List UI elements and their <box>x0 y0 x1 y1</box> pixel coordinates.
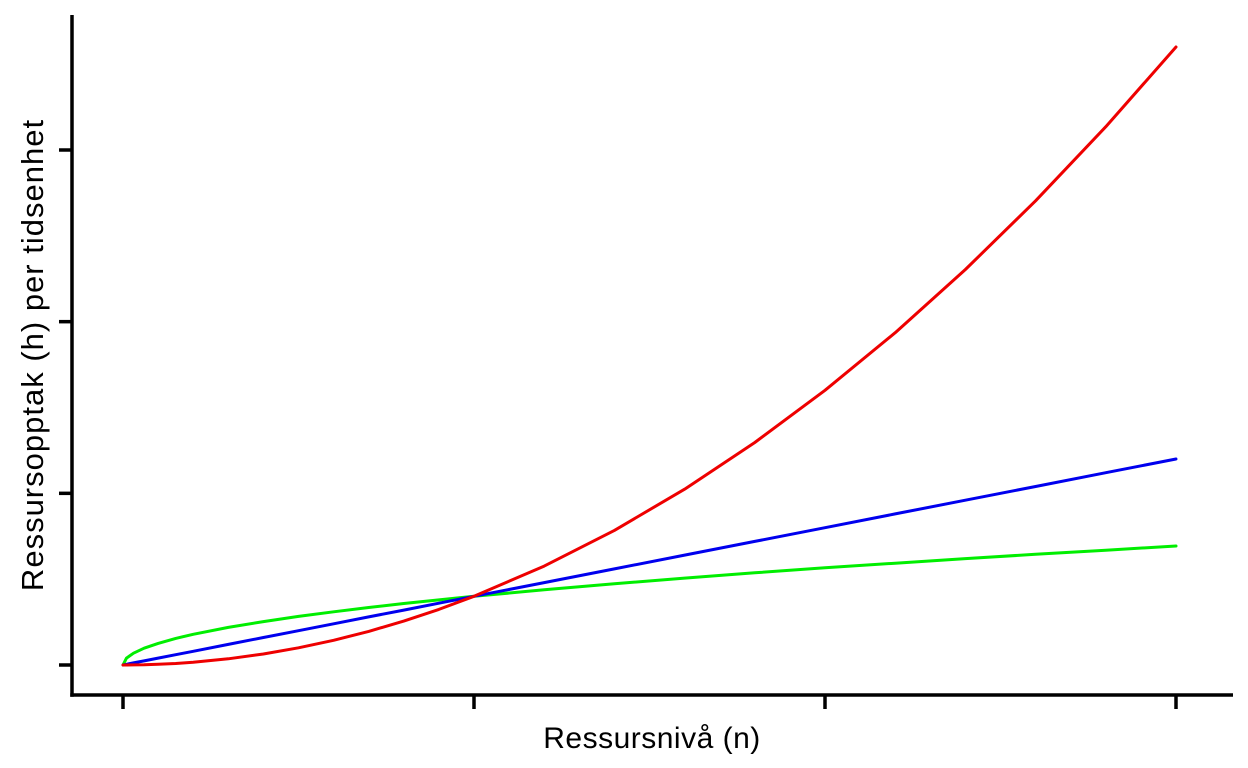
y-axis-label: Ressursopptak (h) per tidsenhet <box>15 118 50 592</box>
series-line-blue-linear <box>121 457 1178 667</box>
series-line-green-concave <box>121 544 1178 667</box>
series-line-red-convex <box>121 45 1178 667</box>
x-axis-label: Ressursnivå (n) <box>543 722 761 755</box>
